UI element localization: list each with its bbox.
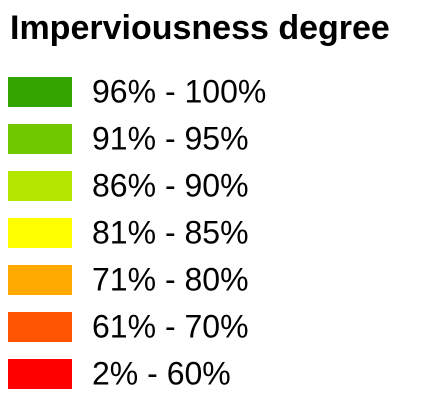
legend-title: Imperviousness degree (10, 9, 390, 47)
legend-label: 91% - 95% (92, 120, 249, 156)
legend-label: 61% - 70% (92, 308, 249, 344)
legend-swatch (8, 312, 72, 342)
legend-swatch (8, 265, 72, 295)
legend-label: 2% - 60% (92, 355, 231, 391)
legend-swatch (8, 359, 72, 389)
legend-label: 71% - 80% (92, 261, 249, 297)
legend-swatch (8, 218, 72, 248)
legend-label: 96% - 100% (92, 73, 266, 109)
legend-swatch (8, 124, 72, 154)
legend-label: 81% - 85% (92, 214, 249, 250)
legend-label: 86% - 90% (92, 167, 249, 203)
legend-swatch (8, 171, 72, 201)
legend-swatch (8, 77, 72, 107)
